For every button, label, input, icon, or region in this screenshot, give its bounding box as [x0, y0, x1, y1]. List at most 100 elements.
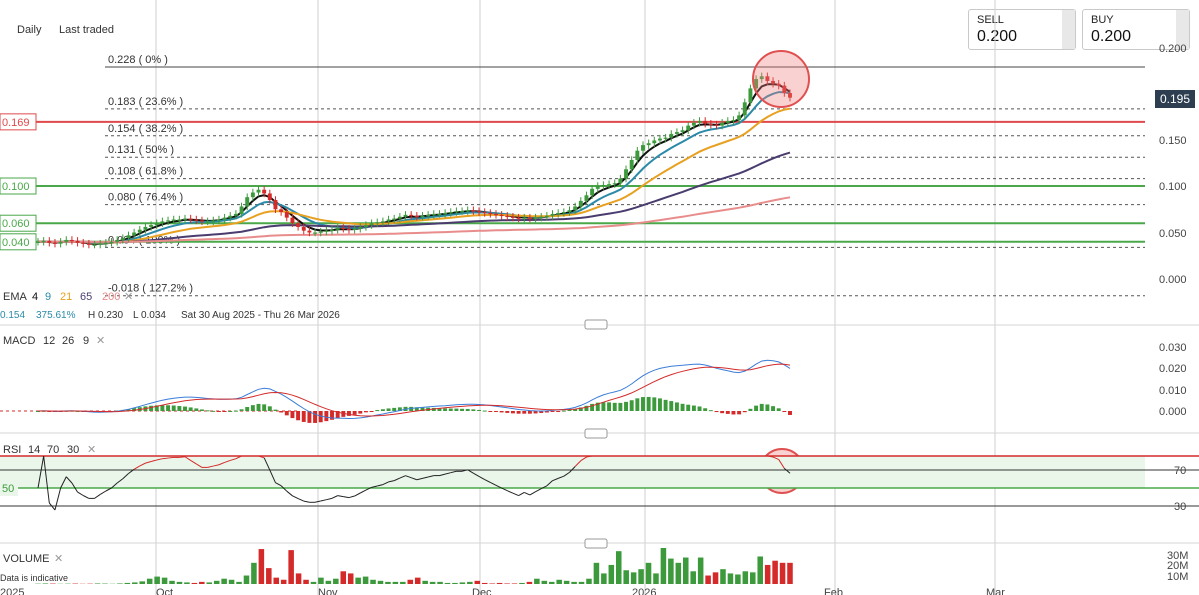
- volume-bar: [623, 570, 629, 584]
- volume-bar: [429, 581, 436, 584]
- candle-body: [607, 184, 612, 186]
- panel-resize-handles[interactable]: [584, 319, 608, 549]
- macd-histogram-bar: [126, 409, 131, 411]
- fibonacci-retracement[interactable]: 0.228 ( 0% ) 0.183 ( 23.6% ) 0.154 ( 38.2%…: [105, 54, 1145, 297]
- rsi-line-segment: [54, 487, 62, 511]
- resize-handle-macd[interactable]: [584, 428, 608, 439]
- macd-histogram-bar: [556, 411, 561, 412]
- macd-histogram-bar: [607, 402, 612, 411]
- candle-body: [375, 222, 380, 224]
- macd-histogram-bar: [448, 408, 453, 411]
- rsi-line-segment: [60, 476, 67, 489]
- candle-body: [708, 123, 713, 125]
- candle-body: [533, 217, 538, 219]
- rsi-line-segment: [303, 500, 310, 503]
- macd-histogram-bar: [765, 404, 770, 411]
- macd-histogram-bar: [301, 411, 306, 422]
- volume-bars: [35, 548, 793, 584]
- ema-4-line: [37, 83, 791, 245]
- macd-histogram-bar: [618, 402, 623, 411]
- candle-body: [748, 88, 753, 103]
- candle-body: [505, 215, 510, 217]
- candle-body: [120, 238, 125, 240]
- volume-bar: [764, 564, 771, 584]
- rsi-line-segment: [377, 484, 384, 487]
- candle-body: [318, 231, 323, 233]
- volume-bar: [630, 572, 637, 584]
- interval-selector[interactable]: Daily: [17, 24, 42, 36]
- rsi-line-segment: [586, 455, 593, 458]
- macd-histogram-bar: [369, 411, 374, 412]
- candle-body: [652, 140, 657, 144]
- rsi-line-segment: [490, 482, 497, 486]
- rsi-line-segment: [286, 490, 293, 497]
- macd-histogram-bar: [160, 405, 165, 411]
- rsi-line-segment: [275, 482, 282, 487]
- candle-body: [296, 223, 301, 227]
- volume-bar: [199, 581, 205, 584]
- candle-body: [737, 115, 742, 120]
- volume-legend[interactable]: VOLUME ✕ Data is indicative: [0, 553, 68, 583]
- volume-bar: [340, 571, 347, 584]
- volume-bar: [132, 582, 138, 584]
- candle-body: [352, 228, 357, 230]
- buy-button[interactable]: BUY 0.200: [1082, 9, 1190, 50]
- volume-bar: [459, 582, 466, 584]
- candle-body: [431, 213, 436, 216]
- resize-handle-rsi[interactable]: [584, 538, 608, 549]
- rsi-line-segment: [399, 475, 406, 479]
- rsi-line-segment: [580, 456, 587, 462]
- price-axis-label: 0.150: [1159, 135, 1187, 147]
- remove-ema-icon[interactable]: ✕: [124, 291, 133, 303]
- candle-body: [403, 214, 408, 217]
- candle-body: [313, 232, 318, 234]
- candle-body: [680, 130, 685, 133]
- candle-body: [567, 210, 572, 213]
- rsi-axis-label: 30: [1174, 501, 1186, 513]
- candle-body: [115, 239, 120, 242]
- rsi-line-segment: [156, 458, 163, 461]
- horizontal-levels[interactable]: 0.169 0.100 0.060 0.040: [0, 113, 1145, 251]
- volume-bar: [139, 581, 146, 584]
- remove-rsi-icon[interactable]: ✕: [87, 444, 96, 456]
- candle-body: [556, 212, 561, 215]
- candle-body: [657, 138, 662, 141]
- macd-histogram-bar: [216, 411, 221, 412]
- macd-histogram-bar: [171, 405, 176, 411]
- candle-body: [686, 125, 691, 131]
- remove-volume-icon[interactable]: ✕: [54, 553, 63, 565]
- volume-bar: [720, 569, 726, 584]
- horizontal-level-tag: [0, 214, 37, 232]
- candle-body: [618, 178, 623, 184]
- candle-body: [52, 242, 57, 244]
- rsi-line-segment: [512, 492, 519, 497]
- candle-body: [279, 209, 284, 213]
- candle-body: [488, 212, 493, 215]
- macd-histogram-bar: [228, 410, 233, 412]
- rsi-line-segment: [467, 469, 474, 474]
- rsi-line-segment: [326, 497, 333, 501]
- macd-histogram-bar: [358, 411, 363, 414]
- ema-legend[interactable]: EMA 4 9 21 65 200 ✕: [3, 291, 133, 303]
- rsi-line-segment: [428, 475, 434, 478]
- price-mode-selector[interactable]: Last traded: [59, 24, 115, 36]
- macd-histogram-bar: [714, 411, 719, 413]
- macd-legend[interactable]: MACD 12 26 9 ✕: [3, 335, 105, 347]
- x-axis-label: Mar: [986, 587, 1005, 595]
- macd-histogram-bar: [691, 405, 696, 411]
- sell-button[interactable]: SELL 0.200: [968, 9, 1076, 50]
- macd-histogram-bar: [330, 411, 334, 420]
- candle-body: [330, 229, 334, 231]
- rsi-legend[interactable]: RSI 14 70 30 ✕: [3, 444, 96, 456]
- resize-handle-price[interactable]: [584, 319, 608, 330]
- remove-macd-icon[interactable]: ✕: [96, 335, 105, 347]
- rsi-line-segment: [371, 485, 378, 488]
- macd-histogram-bar: [635, 398, 640, 411]
- volume-bar: [779, 562, 786, 584]
- rsi-line-segment: [552, 477, 559, 482]
- candle-body: [262, 189, 267, 194]
- macd-histogram-bar: [380, 409, 385, 411]
- macd-histogram-bar: [375, 410, 380, 412]
- candle-body: [245, 197, 250, 207]
